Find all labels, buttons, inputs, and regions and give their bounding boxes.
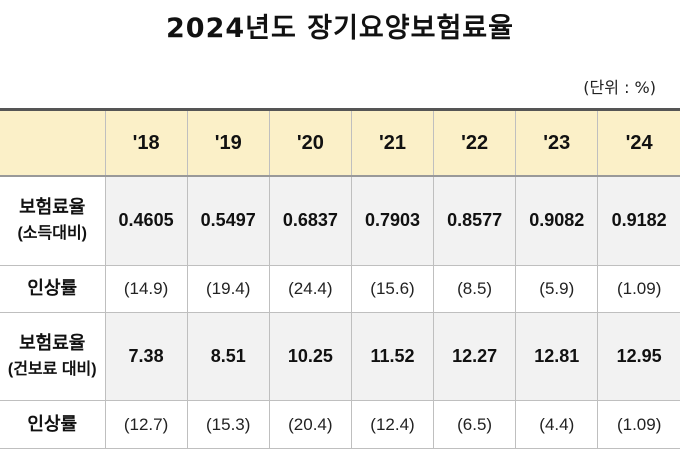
row-label-cell: 보험료율 (소득대비)	[0, 176, 106, 266]
value-cell: 11.52	[351, 312, 435, 402]
table-row: 인상률 (12.7) (15.3) (20.4) (12.4) (6.5) (4.4) (1.…	[0, 400, 680, 449]
value-cell: (15.3)	[187, 400, 270, 449]
value-cell: (6.5)	[433, 400, 517, 449]
value-cell: 0.7903	[351, 176, 435, 266]
value-cell: 0.4605	[105, 176, 188, 266]
value-cell: 12.95	[597, 312, 680, 402]
value-cell: (20.4)	[269, 400, 352, 449]
row-sublabel: (소득대비)	[17, 225, 88, 243]
year-header: '21	[351, 108, 435, 177]
value-cell: (1.09)	[597, 400, 680, 449]
year-header: '22	[433, 108, 517, 177]
value-cell: 0.6837	[269, 176, 352, 266]
value-cell: (12.7)	[105, 400, 188, 449]
year-header: '19	[187, 108, 270, 177]
value-cell: 7.38	[105, 312, 188, 402]
value-cell: 0.8577	[433, 176, 517, 266]
row-label-cell: 보험료율 (건보료 대비)	[0, 312, 106, 402]
unit-label: (단위 : %)	[583, 78, 656, 97]
table-row: 보험료율 (건보료 대비) 7.38 8.51 10.25 11.52 12.27 12.81…	[0, 312, 680, 402]
value-cell: 0.5497	[187, 176, 270, 266]
table-row: 인상률 (14.9) (19.4) (24.4) (15.6) (8.5) (5.9) (1.…	[0, 265, 680, 314]
value-cell: (15.6)	[351, 265, 435, 314]
row-label-cell: 인상률	[0, 265, 106, 314]
table-row: 보험료율 (소득대비) 0.4605 0.5497 0.6837 0.7903 0.8577…	[0, 176, 680, 266]
value-cell: 0.9082	[515, 176, 599, 266]
value-cell: 12.81	[515, 312, 599, 402]
year-header: '20	[269, 108, 352, 177]
row-label: 인상률	[27, 413, 78, 434]
value-cell: (5.9)	[515, 265, 599, 314]
page-title: 2024년도 장기요양보험료율	[166, 13, 514, 44]
value-cell: (12.4)	[351, 400, 435, 449]
value-cell: 12.27	[433, 312, 517, 402]
header-row: '18 '19 '20 '21 '22 '23 '24	[0, 108, 680, 177]
value-cell: (4.4)	[515, 400, 599, 449]
row-sublabel: (건보료 대비)	[7, 361, 97, 379]
year-header: '24	[597, 108, 680, 177]
row-label: 인상률	[27, 277, 78, 298]
row-label: 보험료율	[19, 197, 86, 218]
value-cell: (14.9)	[105, 265, 188, 314]
value-cell: (24.4)	[269, 265, 352, 314]
year-header: '23	[515, 108, 599, 177]
year-header: '18	[105, 108, 188, 177]
header-corner	[0, 108, 106, 177]
value-cell: (1.09)	[597, 265, 680, 314]
value-cell: 0.9182	[597, 176, 680, 266]
value-cell: (19.4)	[187, 265, 270, 314]
value-cell: (8.5)	[433, 265, 517, 314]
value-cell: 8.51	[187, 312, 270, 402]
value-cell: 10.25	[269, 312, 352, 402]
row-label: 보험료율	[19, 333, 86, 354]
row-label-cell: 인상률	[0, 400, 106, 449]
insurance-rate-table: '18 '19 '20 '21 '22 '23 '24 보험료율 (소득대비) 0.…	[0, 108, 680, 449]
